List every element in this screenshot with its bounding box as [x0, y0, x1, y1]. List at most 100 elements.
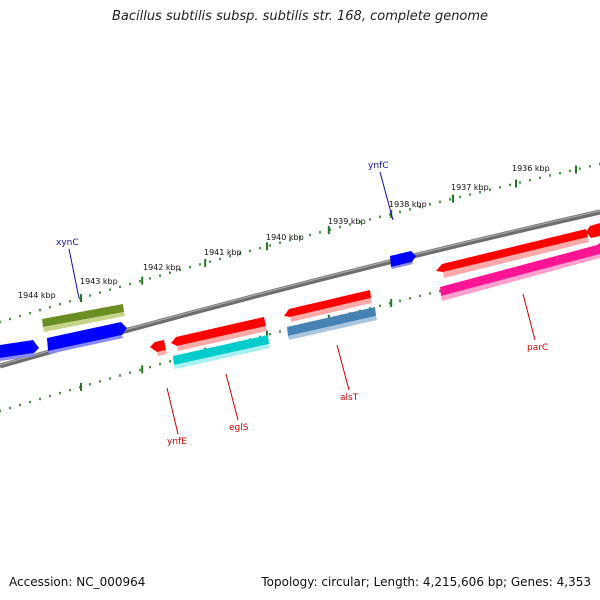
- inner-tick-dot: [19, 403, 21, 407]
- leader-xynC: [68, 248, 80, 299]
- outer-tick-dot: [549, 174, 551, 177]
- outer-tick-dot: [259, 246, 261, 250]
- gene-edge-right[interactable]: [586, 223, 600, 238]
- outer-tick-dot: [99, 291, 101, 294]
- outer-tick-dot: [189, 266, 191, 269]
- tick-label-1941: 1941 kbp: [204, 248, 242, 257]
- leader-eglS: [225, 373, 239, 421]
- gene-parC[interactable]: [440, 243, 600, 301]
- major-tick: [266, 242, 268, 251]
- outer-tick-dot: [289, 238, 291, 242]
- outer-tick-dot: [489, 188, 491, 191]
- inner-tick-dot: [399, 299, 401, 302]
- inner-tick-dot: [9, 406, 11, 410]
- gene-label-ynfC: ynfC: [368, 161, 388, 171]
- outer-tick-dot: [49, 306, 51, 309]
- outer-tick-dot: [409, 208, 411, 211]
- gene-label-xynC: xynC: [56, 238, 79, 248]
- outer-tick-dot: [149, 277, 151, 280]
- gene-xynC[interactable]: [42, 304, 125, 332]
- inner-tick-dot: [169, 360, 171, 363]
- gene-alsT-forward[interactable]: [284, 290, 372, 322]
- gene-label-ynfE: ynfE: [167, 437, 187, 447]
- outer-tick-dot: [469, 193, 471, 196]
- leader-ynfE: [166, 387, 179, 435]
- outer-tick-dot: [269, 244, 271, 247]
- inner-tick-dot: [29, 400, 31, 404]
- inner-tick-dot: [409, 297, 411, 300]
- outer-tick-dot: [129, 282, 131, 286]
- outer-tick-dot: [399, 210, 401, 213]
- major-tick: [204, 259, 207, 267]
- inner-tick-dot: [59, 391, 61, 395]
- inner-tick-dot: [109, 377, 111, 380]
- gene-ynfE[interactable]: [150, 340, 167, 356]
- outer-tick-dot: [389, 213, 391, 216]
- outer-tick-dot: [459, 195, 461, 199]
- outer-tick-dot: [339, 225, 341, 229]
- accession-text: Accession: NC_000964: [9, 575, 146, 589]
- outer-tick-dot: [139, 280, 141, 283]
- inner-tick-dot: [419, 294, 421, 298]
- tick-label-1939: 1939 kbp: [328, 217, 366, 226]
- outer-tick-dot: [559, 172, 561, 175]
- outer-tick-dot: [509, 183, 511, 187]
- gene-blue-lower[interactable]: [47, 322, 127, 354]
- tick-label-1938: 1938 kbp: [389, 200, 427, 209]
- gene-label-alsT: alsT: [340, 393, 359, 403]
- major-tick: [266, 331, 268, 339]
- major-tick: [390, 299, 393, 307]
- tick-label-1940: 1940 kbp: [266, 233, 304, 242]
- leader-alsT: [336, 344, 350, 391]
- tick-label-1937: 1937 kbp: [451, 183, 489, 192]
- major-tick: [515, 179, 517, 188]
- tick-label-1944: 1944 kbp: [18, 291, 56, 300]
- inner-tick-dot: [439, 289, 441, 293]
- leader-parC: [522, 293, 536, 341]
- outer-tick-dot: [229, 255, 231, 258]
- outer-tick-dot: [29, 311, 31, 315]
- outer-tick-dot: [519, 181, 521, 184]
- major-tick: [80, 294, 82, 303]
- outer-tick-dot: [0, 320, 1, 324]
- major-tick: [575, 165, 577, 174]
- outer-tick-dot: [39, 308, 41, 312]
- outer-tick-ring: [0, 162, 600, 324]
- gene-eglS-forward[interactable]: [171, 317, 267, 351]
- outer-tick-dot: [299, 236, 301, 239]
- outer-tick-dot: [209, 260, 211, 263]
- outer-tick-dot: [429, 203, 431, 206]
- outer-tick-dot: [329, 228, 331, 231]
- inner-tick-dot: [89, 383, 91, 386]
- outer-tick-dot: [199, 263, 201, 266]
- gene-alsT[interactable]: [287, 307, 377, 340]
- outer-tick-dot: [159, 274, 161, 277]
- tick-label-1936: 1936 kbp: [512, 164, 550, 173]
- outer-tick-dot: [379, 215, 381, 218]
- outer-tick-dot: [279, 241, 281, 244]
- inner-tick-dot: [379, 304, 381, 307]
- outer-tick-dot: [529, 179, 531, 182]
- topology-summary: Topology: circular; Length: 4,215,606 bp…: [261, 575, 591, 589]
- outer-tick-dot: [539, 176, 541, 179]
- inner-tick-dot: [159, 363, 161, 366]
- outer-tick-dot: [589, 165, 591, 168]
- gene-ynfC[interactable]: [390, 251, 416, 269]
- gene-edge-left[interactable]: [0, 340, 39, 361]
- outer-tick-dot: [439, 200, 441, 203]
- gene-eglS[interactable]: [173, 335, 270, 369]
- outer-tick-dot: [119, 285, 121, 289]
- outer-tick-dot: [69, 300, 71, 303]
- outer-tick-dot: [9, 317, 11, 321]
- outer-tick-dot: [569, 169, 571, 173]
- outer-tick-dot: [179, 268, 181, 272]
- outer-tick-dot: [359, 220, 361, 224]
- inner-tick-dot: [149, 365, 151, 369]
- major-tick: [452, 194, 454, 203]
- gene-parC-forward[interactable]: [436, 229, 589, 278]
- inner-tick-dot: [119, 374, 121, 377]
- outer-tick-dot: [239, 252, 241, 255]
- inner-tick-dot: [429, 292, 431, 295]
- inner-tick-dot: [39, 397, 41, 401]
